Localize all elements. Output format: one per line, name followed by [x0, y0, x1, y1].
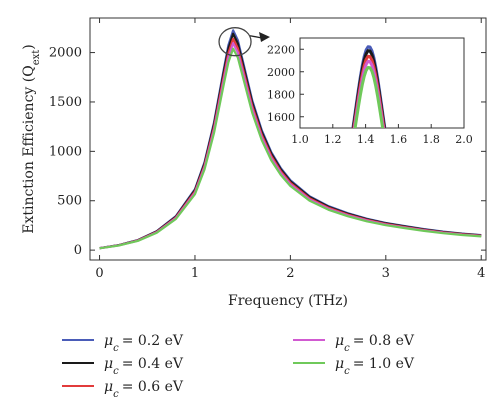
x-axis-title: Frequency (THz) — [228, 293, 348, 309]
callout-arrow-line — [249, 35, 263, 39]
inset-series-group — [351, 45, 387, 128]
plot-frame — [89, 17, 487, 261]
legend-value: = 0.2 eV — [122, 333, 184, 349]
inset-x-tick-label: 2.0 — [455, 133, 473, 146]
legend-value: = 0.6 eV — [122, 379, 184, 395]
inset-series-line-5 — [353, 66, 385, 128]
y-tick-label: 1000 — [49, 144, 82, 159]
legend-label-2: μc = 0.4 eV — [104, 356, 184, 377]
y-axis-title-subscript: ext — [31, 50, 42, 66]
inset-x-tick-label: 1.8 — [422, 133, 440, 146]
legend-mu: μ — [335, 333, 344, 349]
legend-mu: μ — [104, 356, 113, 372]
legend-mu: μ — [335, 356, 344, 372]
x-tick-label: 3 — [382, 266, 390, 281]
inset-x-tick-label: 1.2 — [324, 133, 342, 146]
legend-value: = 1.0 eV — [353, 356, 415, 372]
legend-subscript: c — [113, 366, 119, 377]
inset-y-tick-label: 1600 — [267, 111, 295, 124]
legend-value: = 0.8 eV — [353, 333, 415, 349]
legend-label-3: μc = 0.6 eV — [104, 379, 184, 400]
legend-subscript: c — [113, 389, 119, 400]
inset-y-tick-label: 2200 — [267, 43, 295, 56]
inset-x-tick-label: 1.0 — [291, 133, 309, 146]
legend-label-1: μc = 0.2 eV — [104, 333, 184, 354]
y-tick-label: 500 — [57, 194, 82, 209]
legend-subscript: c — [113, 343, 119, 354]
y-tick-label: 1500 — [49, 95, 82, 110]
inset-series-line-4 — [352, 59, 385, 128]
y-axis-title-main: Extinction Efficiency (Q — [21, 65, 37, 233]
legend-subscript: c — [344, 366, 350, 377]
inset-y-tick-label: 2000 — [267, 66, 295, 79]
legend-label-4: μc = 0.8 eV — [335, 333, 415, 354]
legend-value: = 0.4 eV — [122, 356, 184, 372]
x-tick-label: 2 — [286, 266, 294, 281]
x-tick-label: 0 — [95, 266, 103, 281]
callout-arrowhead — [259, 32, 270, 42]
y-axis-title-close: ) — [21, 44, 37, 49]
y-tick-label: 2000 — [49, 46, 82, 61]
inset-x-tick-label: 1.6 — [390, 133, 408, 146]
x-tick-label: 4 — [477, 266, 485, 281]
y-axis-title: Extinction Efficiency (Qext) — [21, 44, 42, 234]
legend-label-5: μc = 1.0 eV — [335, 356, 415, 377]
x-tick-label: 1 — [191, 266, 199, 281]
inset-series-line-2 — [351, 49, 386, 128]
legend-subscript: c — [344, 343, 350, 354]
series-line-5 — [99, 47, 482, 250]
legend-mu: μ — [104, 333, 113, 349]
y-tick-label: 0 — [74, 243, 82, 258]
legend-mu: μ — [104, 379, 113, 395]
inset-y-tick-label: 1800 — [267, 88, 295, 101]
peak-highlight-circle — [218, 27, 252, 57]
inset-x-tick-label: 1.4 — [357, 133, 375, 146]
